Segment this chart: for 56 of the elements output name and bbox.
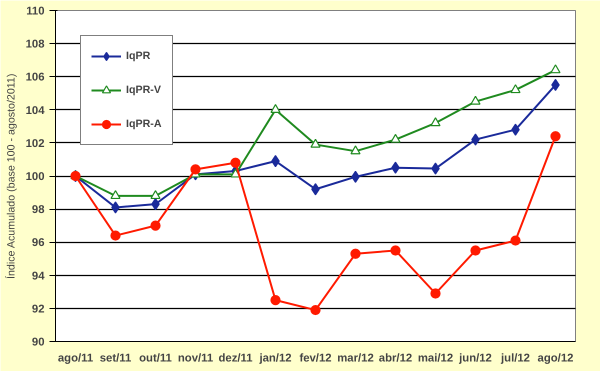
y-tick-label: 108 bbox=[26, 38, 45, 51]
point bbox=[430, 117, 441, 126]
point bbox=[470, 245, 481, 256]
point bbox=[550, 131, 561, 142]
x-tick-label: jan/12 bbox=[258, 352, 292, 364]
point bbox=[511, 124, 520, 136]
point bbox=[310, 304, 321, 316]
legend-label: IqPR bbox=[126, 50, 150, 62]
x-tick-label: dez/11 bbox=[218, 352, 253, 364]
point bbox=[430, 288, 441, 299]
point bbox=[230, 158, 241, 168]
point bbox=[391, 162, 400, 174]
y-tick-label: 92 bbox=[32, 303, 45, 316]
point bbox=[190, 164, 201, 174]
x-tick-label: fev/12 bbox=[299, 352, 332, 364]
point bbox=[510, 84, 521, 94]
point bbox=[110, 190, 121, 200]
legend-label: IqPR-A bbox=[126, 118, 162, 130]
x-tick-label: nov/11 bbox=[178, 352, 214, 364]
x-tick-label: mai/12 bbox=[418, 352, 454, 364]
y-tick-label: 106 bbox=[26, 72, 45, 84]
point bbox=[270, 104, 281, 113]
y-tick-label: 110 bbox=[26, 6, 45, 18]
x-tick-label: ago/11 bbox=[58, 352, 94, 364]
point bbox=[390, 134, 401, 143]
point bbox=[350, 248, 361, 259]
y-tick-label: 104 bbox=[26, 104, 46, 117]
legend-label: IqPR-V bbox=[126, 84, 161, 96]
x-tick-label: jun/12 bbox=[458, 352, 492, 364]
y-tick-label: 96 bbox=[32, 237, 45, 250]
point bbox=[510, 235, 521, 246]
point bbox=[390, 245, 401, 256]
y-tick-label: 100 bbox=[26, 171, 45, 183]
x-tick-label: out/11 bbox=[139, 352, 172, 364]
point bbox=[150, 190, 161, 200]
x-tick-label: abr/12 bbox=[378, 352, 412, 364]
point bbox=[151, 198, 160, 210]
point bbox=[470, 96, 481, 105]
y-axis-title: Índice Acumulado (base 100 - agosto/2011) bbox=[4, 74, 18, 279]
x-tick-label: mar/12 bbox=[337, 352, 374, 364]
point bbox=[350, 145, 361, 154]
point bbox=[271, 155, 280, 168]
y-tick-label: 90 bbox=[32, 336, 45, 348]
y-tick-label: 94 bbox=[32, 270, 46, 282]
x-tick-label: ago/12 bbox=[538, 352, 574, 364]
point bbox=[351, 170, 360, 183]
point bbox=[110, 230, 121, 241]
point bbox=[311, 183, 320, 196]
point bbox=[150, 220, 161, 231]
point bbox=[550, 64, 561, 74]
point bbox=[270, 295, 281, 306]
x-tick-label: set/11 bbox=[100, 352, 132, 364]
point bbox=[310, 138, 321, 148]
x-tick-label: jul/12 bbox=[500, 352, 530, 364]
y-tick-label: 98 bbox=[32, 204, 45, 216]
y-tick-label: 102 bbox=[26, 138, 45, 150]
